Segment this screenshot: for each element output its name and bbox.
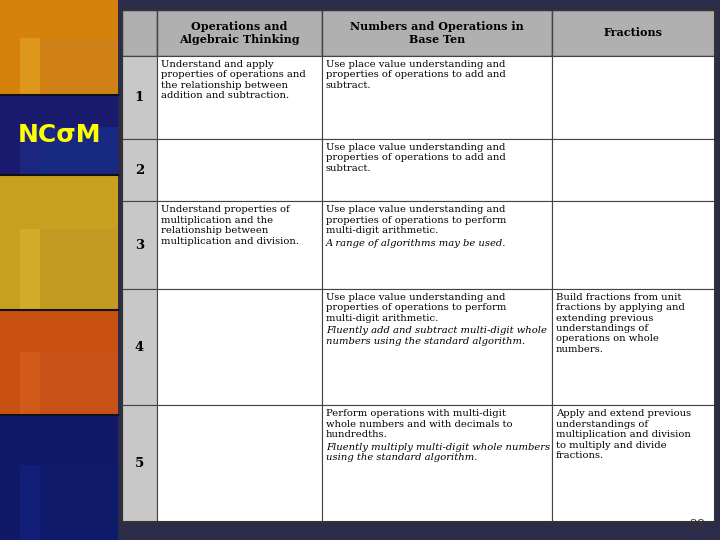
Bar xyxy=(157,289,322,406)
Text: 5: 5 xyxy=(135,457,144,470)
Bar xyxy=(20,38,118,95)
Bar xyxy=(122,289,157,406)
Bar xyxy=(0,95,118,175)
Text: Operations and
Algebraic Thinking: Operations and Algebraic Thinking xyxy=(179,21,300,45)
Bar xyxy=(322,139,552,201)
Text: 2: 2 xyxy=(135,164,144,177)
Text: Numbers and Operations in
Base Ten: Numbers and Operations in Base Ten xyxy=(350,21,524,45)
Bar xyxy=(552,139,715,201)
Bar xyxy=(157,139,322,201)
Bar xyxy=(122,201,157,289)
Bar xyxy=(0,175,118,310)
Bar xyxy=(552,406,715,522)
Text: Apply and extend previous
understandings of
multiplication and division
to multi: Apply and extend previous understandings… xyxy=(556,409,691,460)
Bar xyxy=(40,465,118,540)
Bar xyxy=(122,10,715,522)
Text: 28: 28 xyxy=(689,519,705,532)
Text: Build fractions from unit
fractions by applying and
extending previous
understan: Build fractions from unit fractions by a… xyxy=(556,293,685,354)
Text: Fluently multiply multi-digit whole numbers
using the standard algorithm.: Fluently multiply multi-digit whole numb… xyxy=(326,443,550,462)
Bar xyxy=(322,289,552,406)
Text: Fractions: Fractions xyxy=(604,28,663,38)
Bar xyxy=(0,310,118,415)
Bar xyxy=(322,201,552,289)
Bar xyxy=(552,56,715,139)
Bar xyxy=(552,289,715,406)
Bar xyxy=(122,10,157,56)
Bar xyxy=(122,139,157,201)
Bar xyxy=(122,56,157,139)
Text: A range of algorithms may be used.: A range of algorithms may be used. xyxy=(326,239,506,248)
Bar xyxy=(552,10,715,56)
Text: Understand properties of
multiplication and the
relationship between
multiplicat: Understand properties of multiplication … xyxy=(161,206,299,246)
Bar xyxy=(157,406,322,522)
Bar xyxy=(122,406,157,522)
Bar xyxy=(40,38,118,95)
Bar xyxy=(20,127,118,175)
Bar xyxy=(0,415,118,540)
Bar xyxy=(20,352,118,415)
Bar xyxy=(157,201,322,289)
Text: NCσM: NCσM xyxy=(17,123,101,147)
Bar xyxy=(322,56,552,139)
Text: Use place value understanding and
properties of operations to add and
subtract.: Use place value understanding and proper… xyxy=(326,60,505,90)
Text: Perform operations with multi-digit
whole numbers and with decimals to
hundredth: Perform operations with multi-digit whol… xyxy=(326,409,513,439)
Text: 4: 4 xyxy=(135,341,144,354)
Bar xyxy=(322,10,552,56)
Bar xyxy=(122,10,715,522)
Text: Use place value understanding and
properties of operations to perform
multi-digi: Use place value understanding and proper… xyxy=(326,293,506,323)
Bar xyxy=(552,201,715,289)
Text: Use place value understanding and
properties of operations to perform
multi-digi: Use place value understanding and proper… xyxy=(326,206,506,235)
Bar xyxy=(20,465,118,540)
Text: 3: 3 xyxy=(135,239,144,252)
Bar xyxy=(40,229,118,310)
Bar xyxy=(0,0,118,95)
Text: 1: 1 xyxy=(135,91,144,104)
Bar xyxy=(157,56,322,139)
Text: Use place value understanding and
properties of operations to add and
subtract.: Use place value understanding and proper… xyxy=(326,143,505,173)
Bar xyxy=(157,10,322,56)
Text: Fluently add and subtract multi-digit whole
numbers using the standard algorithm: Fluently add and subtract multi-digit wh… xyxy=(326,326,547,346)
Bar xyxy=(40,127,118,175)
Bar xyxy=(322,406,552,522)
Bar xyxy=(40,352,118,415)
Bar xyxy=(20,229,118,310)
Text: Understand and apply
properties of operations and
the relationship between
addit: Understand and apply properties of opera… xyxy=(161,60,306,100)
